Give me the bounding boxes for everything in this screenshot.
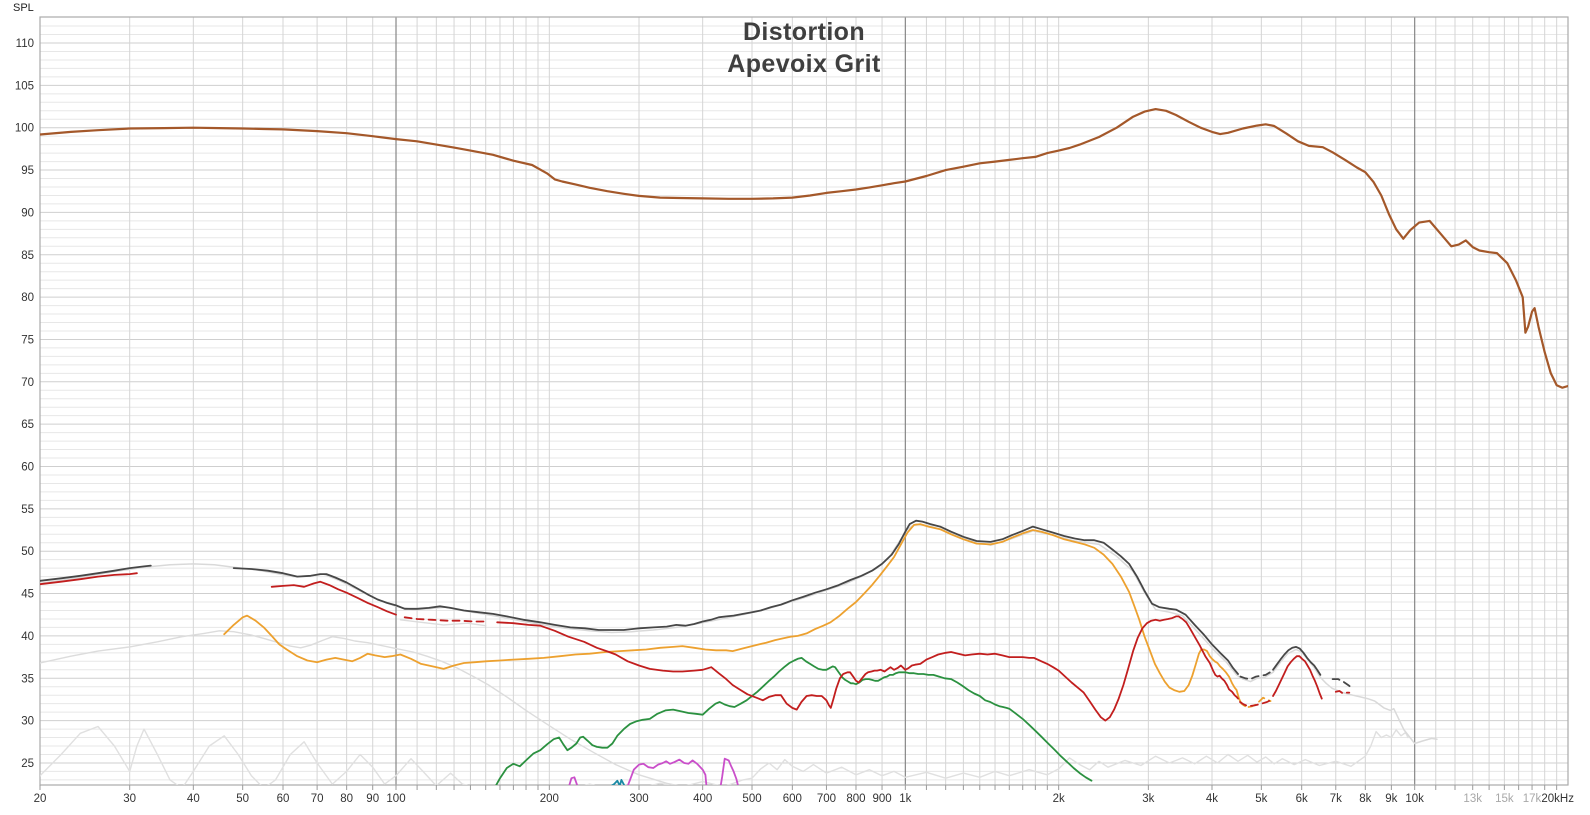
y-tick-label: 85: [21, 250, 34, 262]
x-tick-label: 40: [187, 793, 200, 805]
x-tick-label: 10k: [1405, 793, 1424, 805]
y-tick-label: 105: [15, 80, 34, 92]
x-tick-label: 20kHz: [1541, 793, 1574, 805]
x-tick-label: 400: [693, 793, 712, 805]
y-tick-label: 100: [15, 123, 34, 135]
y-tick-label: 60: [21, 462, 34, 474]
x-tick-label: 6k: [1296, 793, 1308, 805]
x-tick-label: 100: [386, 793, 405, 805]
curve-red: [40, 572, 1351, 722]
x-tick-label: 70: [311, 793, 324, 805]
y-tick-label: 55: [21, 504, 34, 516]
curve-magenta: [568, 757, 739, 785]
x-tick-label: 900: [872, 793, 891, 805]
axis-tick-labels: 110 105 100 95 90 85 80 75 70 65 60 55 50 45 40 35 30 25 2…: [15, 38, 1574, 805]
chart-subtitle: Apevoix Grit: [727, 50, 881, 78]
x-tick-label: 200: [540, 793, 559, 805]
fundamental: [40, 107, 1568, 389]
y-tick-label: 50: [21, 546, 34, 558]
x-tick-label: 50: [236, 793, 249, 805]
x-tick-label: 4k: [1206, 793, 1218, 805]
y-tick-label: 80: [21, 292, 34, 304]
y-axis-unit-label: SPL: [13, 2, 34, 14]
curve-green: [495, 657, 1093, 785]
y-tick-label: 110: [16, 38, 34, 50]
x-tick-label: 3k: [1142, 793, 1154, 805]
x-tick-label: 13k: [1463, 793, 1482, 805]
y-tick-label: 30: [21, 716, 34, 728]
chart-title: Distortion: [742, 18, 866, 46]
y-tick-label: 40: [21, 631, 34, 643]
red-shadow-gray: [399, 619, 487, 627]
y-tick-label: 70: [21, 377, 34, 389]
x-tick-label: 1k: [899, 793, 911, 805]
noise-low-gray: [40, 630, 679, 785]
curves: [40, 107, 1568, 785]
x-tick-label: 500: [742, 793, 761, 805]
x-tick-label: 9k: [1385, 793, 1397, 805]
x-tick-label: 800: [846, 793, 865, 805]
y-tick-label: 25: [21, 758, 34, 770]
x-tick-label: 7k: [1330, 793, 1342, 805]
y-tick-label: 65: [21, 419, 34, 431]
x-tick-label: 90: [366, 793, 379, 805]
curve-dark: [40, 519, 1353, 689]
grid: [39, 16, 1569, 790]
y-tick-label: 90: [21, 207, 34, 219]
x-tick-label: 700: [817, 793, 836, 805]
x-tick-label: 2k: [1053, 793, 1065, 805]
x-tick-label: 20: [34, 793, 47, 805]
x-tick-label: 8k: [1359, 793, 1371, 805]
y-tick-label: 35: [21, 673, 34, 685]
x-tick-label: 17k: [1523, 793, 1542, 805]
noise-floor-gray: [40, 725, 1409, 785]
y-tick-label: 75: [21, 334, 34, 346]
x-tick-label: 5k: [1255, 793, 1267, 805]
x-tick-label: 80: [340, 793, 353, 805]
y-tick-label: 95: [21, 165, 34, 177]
y-tick-label: 45: [21, 589, 34, 601]
x-tick-label: 300: [629, 793, 648, 805]
unsmoothed-gray: [40, 523, 1438, 745]
x-tick-label: 15k: [1495, 793, 1514, 805]
x-tick-label: 600: [783, 793, 802, 805]
x-tick-label: 60: [277, 793, 290, 805]
x-tick-label: 30: [123, 793, 136, 805]
curve-cyan: [610, 779, 626, 785]
